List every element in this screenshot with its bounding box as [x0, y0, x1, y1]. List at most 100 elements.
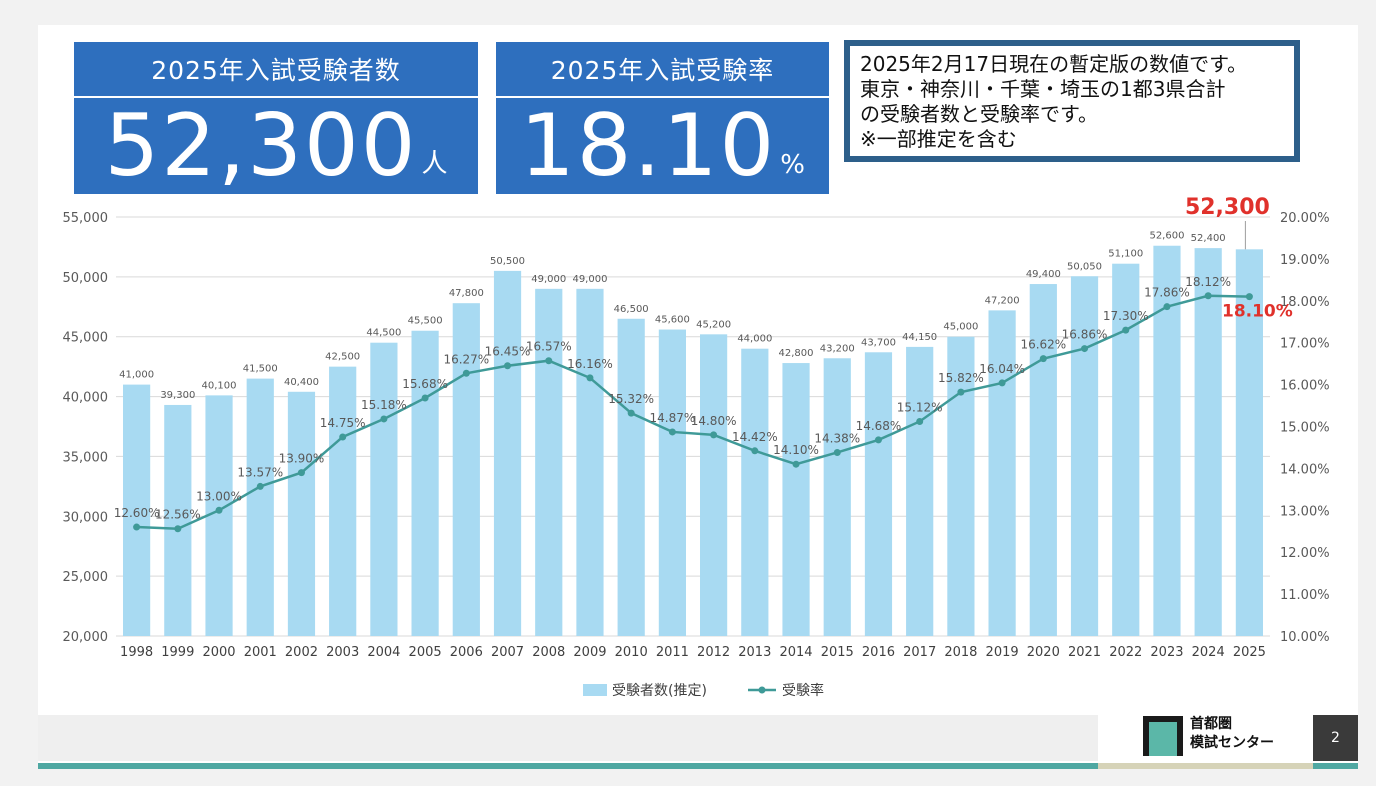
- footer-bar: [38, 715, 1098, 761]
- right-axis-tick: 14.00%: [1280, 462, 1330, 477]
- bar: [864, 352, 893, 636]
- rate-value-label: 15.68%: [402, 377, 448, 391]
- rate-point: [833, 448, 841, 456]
- rate-point: [1039, 355, 1047, 363]
- note-box: 2025年2月17日現在の暫定版の数値です。 東京・神奈川・千葉・埼玉の1都3県…: [844, 40, 1300, 162]
- legend-line-marker: [758, 686, 766, 694]
- rate-value-label: 16.62%: [1020, 338, 1066, 352]
- footer-accent-line: [38, 763, 1098, 769]
- logo-text: 首都圏 模試センター: [1190, 715, 1274, 753]
- bar: [947, 336, 975, 636]
- bar-value-label: 44,150: [902, 332, 937, 343]
- bar-value-label: 49,400: [1026, 269, 1061, 280]
- kpi-rate-title: 2025年入試受験率: [496, 42, 829, 98]
- right-axis-tick: 15.00%: [1280, 421, 1330, 436]
- rate-value-label: 13.90%: [279, 452, 325, 466]
- rate-value-label: 14.38%: [814, 431, 860, 445]
- bar-value-label: 44,500: [366, 328, 401, 339]
- rate-value-label: 14.80%: [691, 414, 737, 428]
- bar-value-label: 50,050: [1067, 261, 1102, 272]
- logo-line2: 模試センター: [1190, 735, 1274, 751]
- rate-point: [297, 469, 305, 477]
- rate-point: [133, 523, 141, 531]
- x-axis-tick: 2007: [491, 645, 524, 660]
- rate-point: [1245, 293, 1253, 301]
- rate-value-label: 15.12%: [897, 400, 943, 414]
- highlight-bar-label: 52,300: [1185, 195, 1270, 220]
- x-axis-tick: 2023: [1150, 645, 1183, 660]
- rate-point: [1122, 326, 1130, 334]
- right-axis-tick: 16.00%: [1280, 379, 1330, 394]
- x-axis-tick: 2016: [862, 645, 895, 660]
- bar: [782, 363, 810, 636]
- rate-point: [586, 374, 594, 382]
- bar-value-label: 42,500: [325, 352, 360, 363]
- x-axis-tick: 2009: [573, 645, 606, 660]
- rate-point: [1204, 292, 1212, 300]
- x-axis-tick: 2025: [1233, 645, 1266, 660]
- x-axis-tick: 2003: [326, 645, 359, 660]
- left-axis-tick: 40,000: [63, 391, 109, 406]
- page-number: 2: [1313, 715, 1358, 761]
- rate-point: [421, 394, 429, 402]
- bar-value-label: 43,700: [861, 337, 896, 348]
- bar: [658, 329, 686, 636]
- bar: [329, 366, 357, 636]
- bar-value-label: 44,000: [737, 334, 772, 345]
- bar-value-label: 45,200: [696, 319, 731, 330]
- x-axis-tick: 2022: [1109, 645, 1142, 660]
- x-axis-tick: 2006: [450, 645, 483, 660]
- bar-value-label: 40,100: [202, 380, 237, 391]
- bar: [988, 310, 1016, 636]
- x-axis-tick: 2002: [285, 645, 318, 660]
- rate-value-label: 13.57%: [237, 465, 283, 479]
- left-axis-tick: 55,000: [63, 211, 109, 226]
- bar: [493, 270, 522, 636]
- rate-line: [136, 294, 1250, 530]
- rate-value-label: 16.27%: [443, 352, 489, 366]
- right-axis-tick: 11.00%: [1280, 588, 1330, 603]
- rate-value-label: 17.86%: [1144, 286, 1190, 300]
- x-axis-tick: 1998: [120, 645, 153, 660]
- legend-line-label: 受験率: [782, 682, 824, 699]
- bar: [411, 330, 439, 636]
- rate-value-label: 14.42%: [732, 430, 778, 444]
- bar: [1029, 284, 1057, 636]
- right-axis-tick: 12.00%: [1280, 546, 1330, 561]
- rate-point: [1163, 303, 1171, 311]
- bar: [164, 404, 192, 636]
- bar-value-label: 42,800: [779, 348, 814, 359]
- rate-value-label: 16.04%: [979, 362, 1025, 376]
- x-axis-tick: 2005: [409, 645, 442, 660]
- rate-value-label: 12.56%: [155, 508, 201, 522]
- x-axis-tick: 2021: [1068, 645, 1101, 660]
- rate-point: [998, 379, 1006, 387]
- x-axis-tick: 2010: [615, 645, 648, 660]
- rate-value-label: 16.16%: [567, 357, 613, 371]
- bar: [123, 384, 151, 636]
- rate-value-label: 18.12%: [1185, 275, 1231, 289]
- rate-point: [174, 525, 182, 533]
- rate-point: [668, 428, 676, 436]
- kpi-examinees-title: 2025年入試受験者数: [74, 42, 478, 98]
- bar-value-label: 45,600: [655, 315, 690, 326]
- bar-value-label: 47,800: [449, 288, 484, 299]
- bar-value-label: 51,100: [1108, 249, 1143, 260]
- x-axis-tick: 1999: [161, 645, 194, 660]
- kpi-examinees-unit: 人: [421, 149, 448, 179]
- kpi-rate-unit: %: [780, 150, 805, 180]
- x-axis-tick: 2008: [532, 645, 565, 660]
- bar: [452, 303, 480, 636]
- kpi-examinees-value-row: 52,300 人: [74, 98, 478, 194]
- kpi-examinees-box: 2025年入試受験者数 52,300 人: [74, 42, 478, 194]
- bar-value-label: 40,400: [284, 377, 319, 388]
- legend-bar-swatch: [583, 684, 607, 696]
- bar: [823, 358, 851, 636]
- rate-point: [504, 362, 512, 370]
- bar: [741, 348, 769, 636]
- x-axis-tick: 2024: [1192, 645, 1225, 660]
- bar-value-label: 39,300: [160, 390, 195, 401]
- bar-value-label: 47,200: [985, 295, 1020, 306]
- bar-value-label: 41,500: [243, 364, 278, 375]
- x-axis-tick: 2014: [779, 645, 812, 660]
